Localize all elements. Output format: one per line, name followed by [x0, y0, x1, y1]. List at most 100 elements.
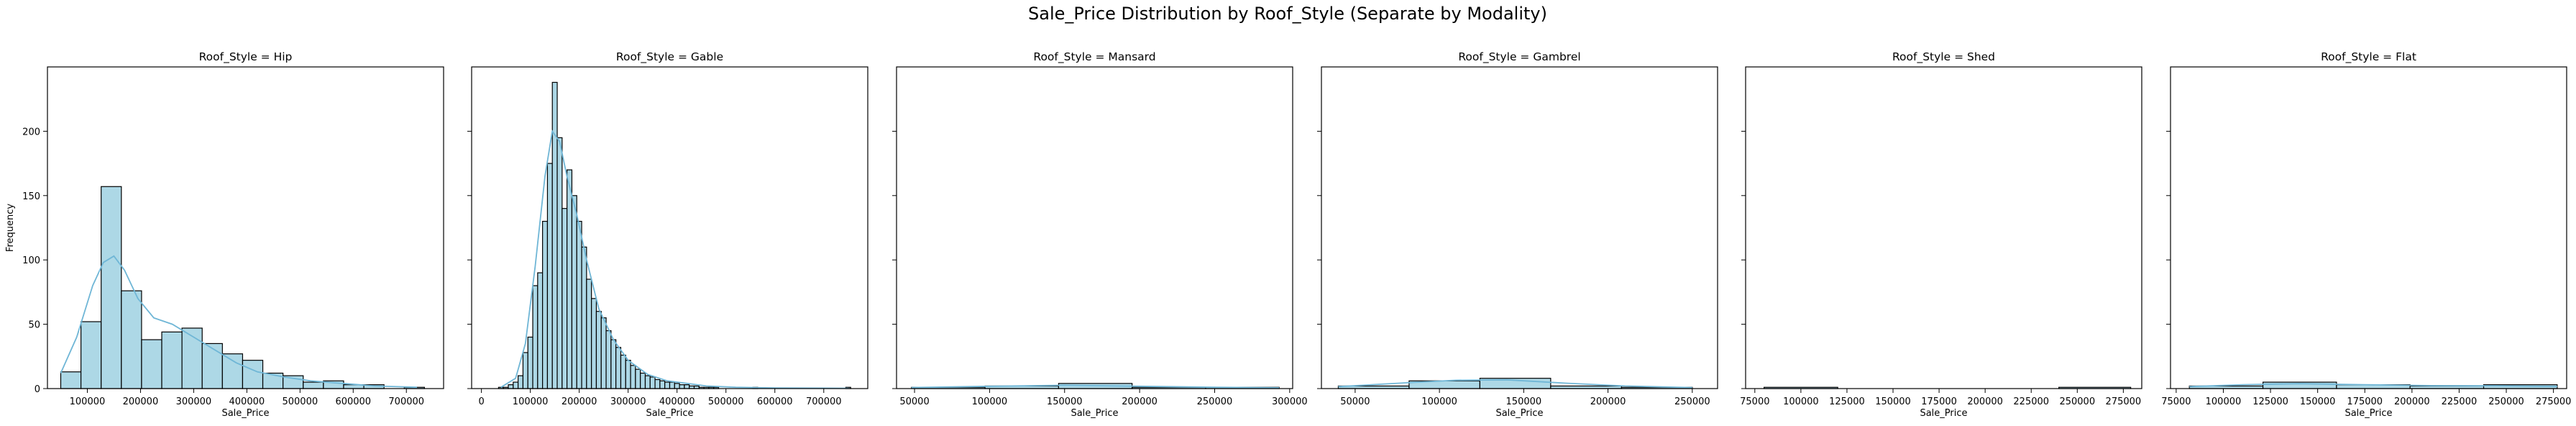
x-axis-label: Sale_Price: [2344, 408, 2392, 419]
x-tick-label: 225000: [2013, 396, 2049, 407]
x-tick-label: 600000: [335, 396, 371, 407]
x-tick-label: 500000: [708, 396, 744, 407]
histogram-bar: [551, 81, 558, 389]
x-tick-label: 50000: [1340, 396, 1370, 407]
x-tick-label: 175000: [2347, 396, 2383, 407]
x-tick-label: 100000: [513, 396, 549, 407]
histogram-bar: [595, 311, 602, 389]
histogram-bar: [654, 379, 661, 389]
histogram-bar: [303, 381, 324, 389]
histogram-bar: [181, 327, 203, 389]
x-tick-label: 50000: [899, 396, 929, 407]
histogram-bar: [684, 384, 690, 389]
axes-frame: [1321, 66, 1718, 389]
panel-title: Roof_Style = Mansard: [1033, 50, 1155, 64]
histogram-bar: [615, 347, 622, 389]
histogram-bar: [121, 290, 142, 389]
axes-frame: [47, 66, 444, 389]
axes-frame: [2170, 66, 2567, 389]
x-tick-label: 100000: [1783, 396, 1819, 407]
x-tick-label: 250000: [2059, 396, 2095, 407]
panel-4: 75000 100000 125000 150000 175000 200000 22500…: [1740, 50, 2142, 419]
kde-line: [60, 255, 418, 389]
panel-5: 75000 100000 125000 150000 175000 200000 22500…: [2161, 50, 2571, 419]
kde-line: [2189, 383, 2557, 388]
x-tick-label: 75000: [2161, 396, 2191, 407]
y-tick-label: 150: [22, 191, 40, 202]
x-tick-label: 275000: [2106, 396, 2142, 407]
histogram-bar: [635, 368, 641, 389]
x-tick-label: 0: [478, 396, 484, 407]
x-tick-label: 700000: [388, 396, 424, 407]
kde-line: [1338, 379, 1692, 389]
histogram-bar: [80, 321, 102, 389]
histogram-bar: [625, 360, 631, 389]
histogram-bar: [546, 163, 553, 389]
histogram-bar: [679, 384, 685, 389]
histogram-bar: [605, 330, 612, 389]
y-tick-label: 100: [22, 255, 40, 266]
histogram-bar: [161, 331, 183, 389]
histogram-bar: [508, 384, 514, 389]
kde-line: [911, 384, 1280, 389]
x-tick-label: 100000: [2206, 396, 2242, 407]
histogram-bar: [669, 381, 675, 389]
histogram-bar: [664, 381, 671, 389]
histogram-bar: [556, 137, 563, 389]
panel-title: Roof_Style = Flat: [2321, 50, 2416, 64]
histogram-bar: [567, 169, 573, 389]
axes-frame: [1745, 66, 2142, 389]
x-axis-label: Sale_Price: [1495, 408, 1543, 419]
kde-line: [500, 130, 848, 389]
panel-1: 0 100000 200000 300000 400000 500000 600000 700…: [467, 50, 868, 419]
x-tick-label: 200000: [562, 396, 597, 407]
x-tick-label: 175000: [1921, 396, 1957, 407]
histogram-bar: [60, 371, 82, 389]
x-tick-label: 75000: [1740, 396, 1769, 407]
x-tick-label: 150000: [1875, 396, 1911, 407]
x-tick-label: 200000: [123, 396, 159, 407]
axes-frame: [896, 66, 1293, 389]
x-tick-label: 225000: [2442, 396, 2478, 407]
x-tick-label: 150000: [2300, 396, 2336, 407]
x-tick-label: 250000: [2488, 396, 2524, 407]
histogram-bar: [591, 298, 597, 389]
panel-0: 100000 200000 300000 400000 500000 600000 7000…: [5, 50, 444, 419]
x-tick-label: 200000: [1967, 396, 2003, 407]
x-tick-label: 200000: [2394, 396, 2430, 407]
x-axis-label: Sale_Price: [1071, 408, 1118, 419]
y-axis-label: Frequency: [5, 204, 16, 252]
histogram-bar: [674, 383, 680, 389]
histogram-bar: [620, 354, 626, 389]
panel-title: Roof_Style = Gable: [616, 50, 723, 64]
histogram-bar: [586, 278, 592, 389]
x-tick-label: 250000: [1197, 396, 1233, 407]
x-axis-label: Sale_Price: [646, 408, 693, 419]
x-tick-label: 400000: [659, 396, 695, 407]
x-tick-label: 125000: [2252, 396, 2288, 407]
histogram-bar: [562, 208, 568, 389]
histogram-bar: [537, 272, 544, 389]
histogram-bar: [576, 220, 582, 389]
histogram-bar: [527, 336, 533, 389]
panel-title: Roof_Style = Hip: [199, 50, 293, 64]
histogram-bar: [542, 220, 549, 389]
histogram-bar: [659, 380, 666, 389]
histogram-bar: [571, 195, 577, 389]
panel-title: Roof_Style = Gambrel: [1458, 50, 1580, 64]
x-tick-label: 200000: [1590, 396, 1626, 407]
x-tick-label: 150000: [1506, 396, 1542, 407]
panel-3: 50000 100000 150000 200000 250000 Roof_Style …: [1317, 50, 1718, 419]
histogram-bar: [101, 186, 122, 389]
x-tick-label: 300000: [1272, 396, 1308, 407]
y-tick-label: 0: [35, 384, 40, 395]
histogram-bar: [610, 339, 617, 389]
histogram-bar: [242, 360, 264, 389]
x-tick-label: 125000: [1829, 396, 1865, 407]
x-tick-label: 200000: [1122, 396, 1158, 407]
histogram-bar: [532, 285, 538, 389]
figure-suptitle: Sale_Price Distribution by Roof_Style (S…: [1028, 4, 1547, 24]
panels-group: 100000 200000 300000 400000 500000 600000 7000…: [5, 50, 2571, 419]
axes-frame: [471, 66, 868, 389]
